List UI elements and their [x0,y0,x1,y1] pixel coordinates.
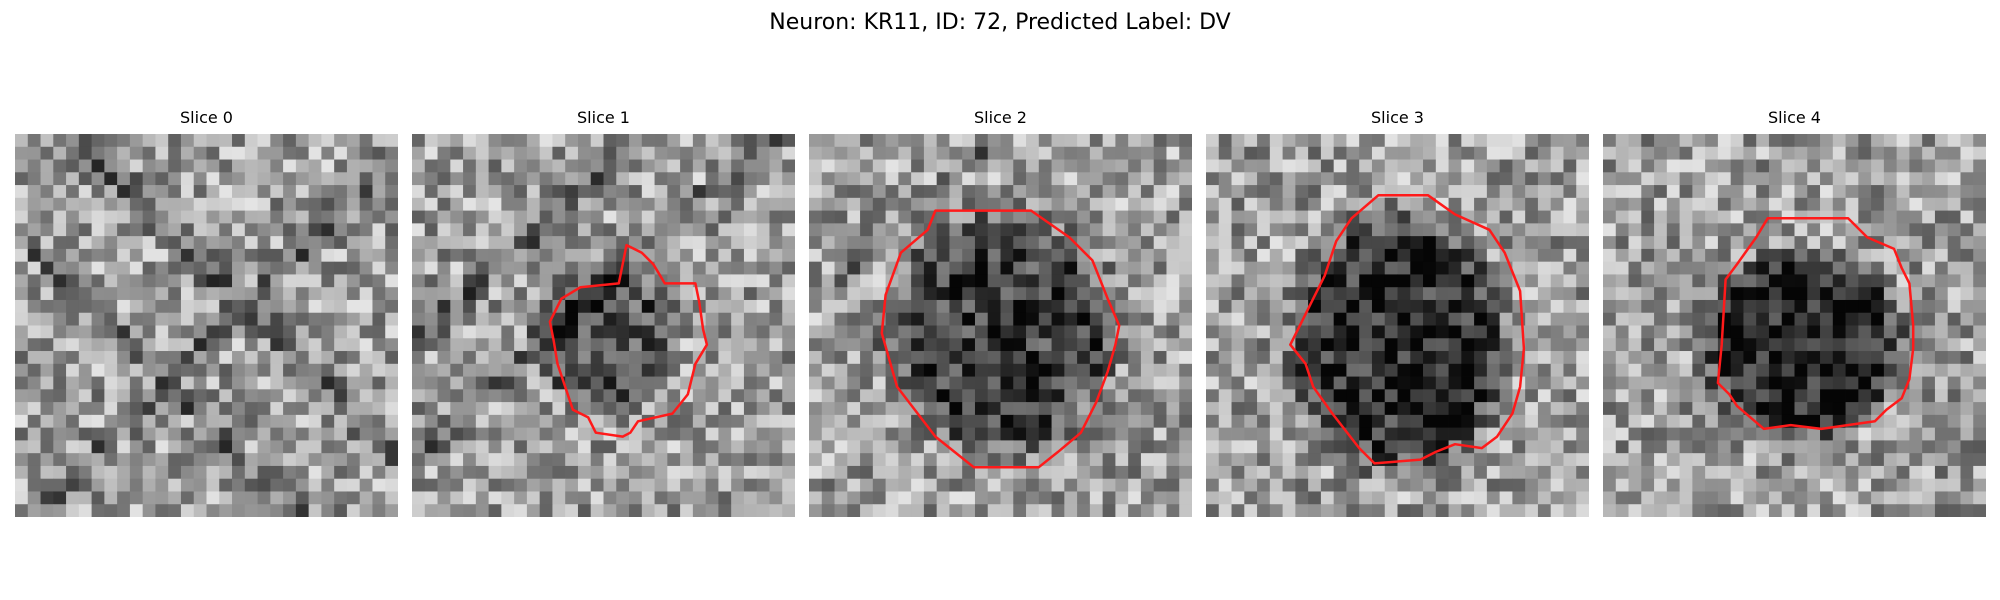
roi-contour [1716,217,1915,431]
slice-panel-4: Slice 4 [1603,108,1986,517]
pixel-grid [1603,134,1986,517]
pixel-grid [809,134,1192,517]
slice-image-0 [15,134,398,517]
roi-contour [548,243,709,438]
slice-image-4 [1603,134,1986,517]
roi-contour [880,209,1121,469]
slice-title-0: Slice 0 [180,108,233,127]
slice-panel-2: Slice 2 [809,108,1192,517]
roi-contour [1289,194,1526,465]
slice-title-4: Slice 4 [1768,108,1821,127]
slice-image-3 [1206,134,1589,517]
slice-title-2: Slice 2 [974,108,1027,127]
slice-title-1: Slice 1 [577,108,630,127]
slice-panel-3: Slice 3 [1206,108,1589,517]
slice-panel-0: Slice 0 [15,108,398,517]
pixel-grid [412,134,795,517]
pixel-grid [15,134,398,517]
figure-title: Neuron: KR11, ID: 72, Predicted Label: D… [769,10,1231,35]
slice-panel-1: Slice 1 [412,108,795,517]
pixel-grid [1206,134,1589,517]
slice-title-3: Slice 3 [1371,108,1424,127]
slice-image-1 [412,134,795,517]
slice-image-2 [809,134,1192,517]
